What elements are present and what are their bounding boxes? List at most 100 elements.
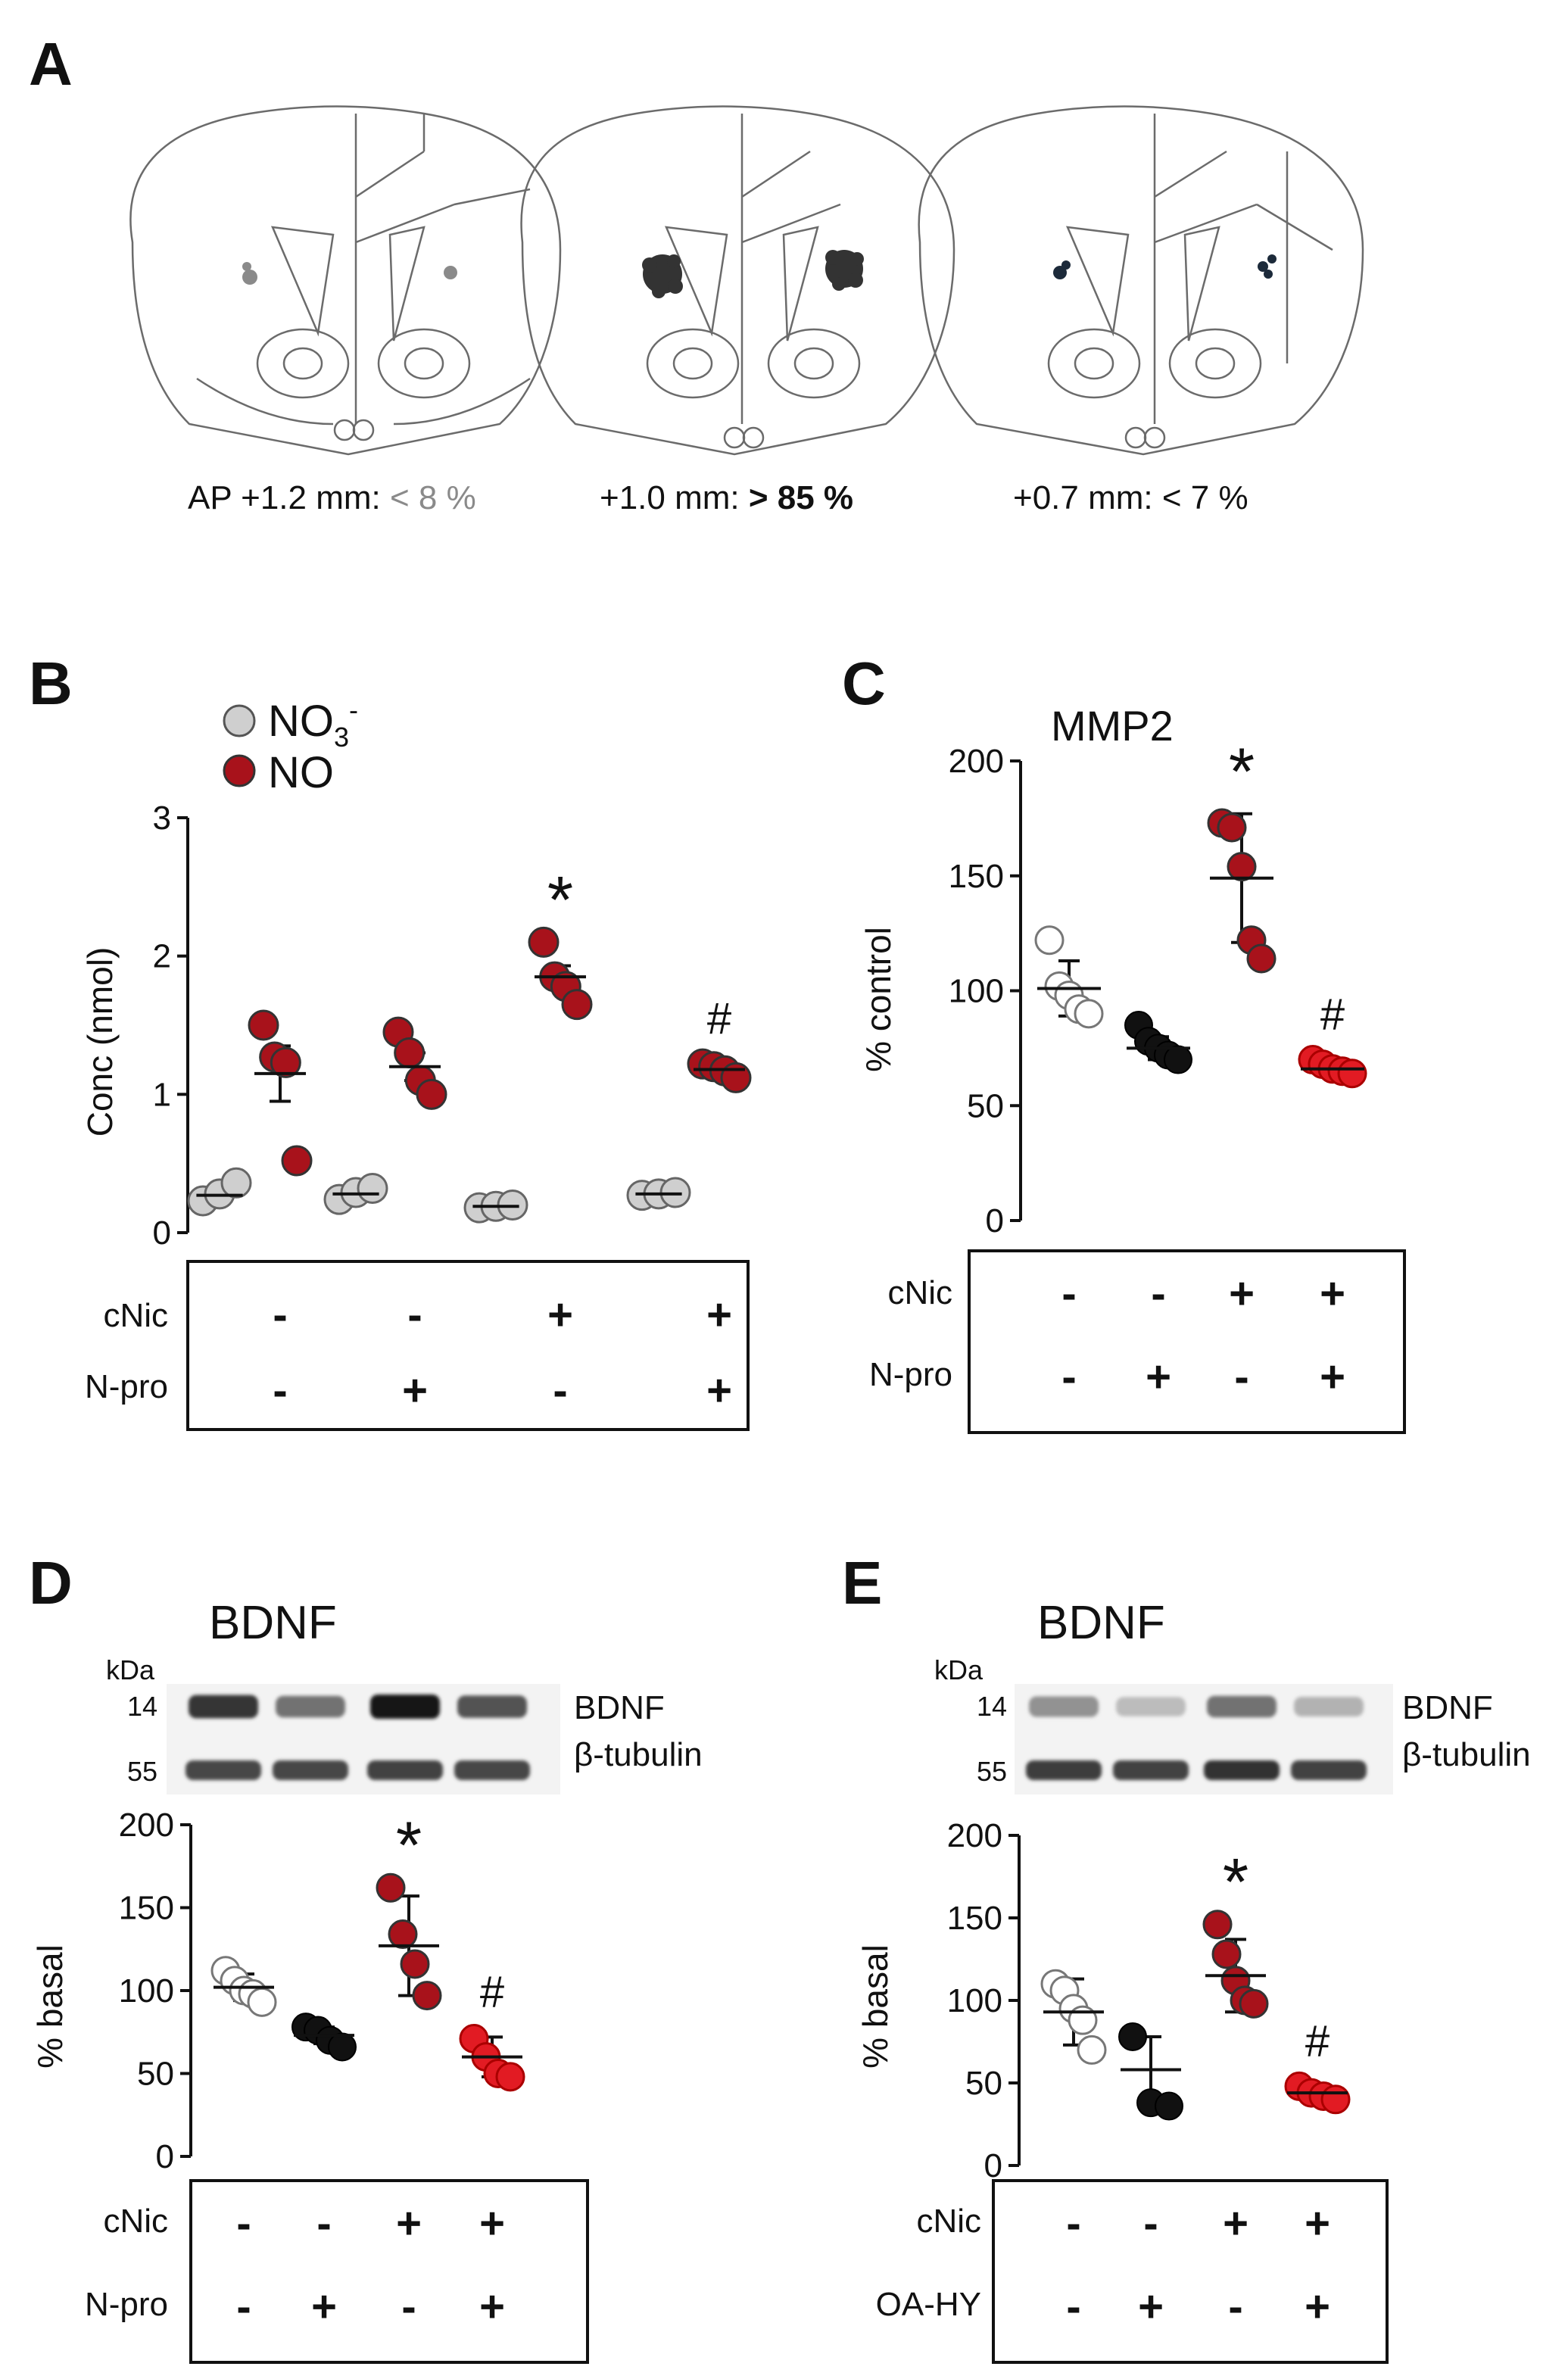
second-treatment-sign: +: [1320, 1352, 1345, 1402]
panel-a: A: [29, 30, 1364, 516]
significance-star: *: [547, 862, 573, 937]
panel-d-label: D: [29, 1549, 73, 1617]
mw-55-label: 55: [977, 1756, 1007, 1787]
section-caption-3: +0.7 mm: < 7 %: [1013, 479, 1248, 516]
y-tick-label: 150: [949, 858, 1004, 895]
band-label-bdnf: BDNF: [1402, 1689, 1493, 1726]
data-point: [376, 1872, 406, 1903]
second-treatment-sign: +: [1305, 2282, 1330, 2331]
injection-site-right-3: [1258, 254, 1277, 279]
significance-hash: #: [1305, 2016, 1330, 2066]
bdnf-band: [276, 1695, 345, 1718]
treatment-signs-b: - - + + - + - +: [273, 1290, 732, 1415]
bdnf-band: [370, 1695, 440, 1719]
second-treatment-sign: -: [553, 1366, 567, 1415]
row-label-cnic: cNic: [916, 2203, 981, 2240]
bdnf-band: [1207, 1695, 1277, 1718]
tubulin-band: [1113, 1760, 1189, 1780]
cnic-sign: +: [706, 1290, 732, 1339]
cnic-sign: -: [1066, 2199, 1080, 2248]
cnic-sign: +: [1229, 1269, 1255, 1318]
cnic-sign: -: [316, 2199, 331, 2248]
y-axis-title: % control: [859, 927, 898, 1072]
data-point: [561, 989, 593, 1021]
y-tick-label: 200: [947, 1817, 1002, 1854]
data-point: [1034, 925, 1065, 956]
injection-site-left-1: [242, 270, 257, 285]
data-point: [1217, 812, 1247, 843]
cnic-sign: +: [1305, 2199, 1330, 2248]
injection-site-right-1: [444, 266, 457, 279]
row-label-cnic: cNic: [103, 2203, 168, 2240]
treatment-table-b: [186, 1260, 750, 1431]
data-point: [1337, 1059, 1367, 1089]
plot-b: 0 1 2 3 * #: [153, 800, 752, 1252]
treatment-table-d: [189, 2179, 589, 2364]
cnic-sign: -: [273, 1290, 287, 1339]
brain-section-3: [918, 105, 1364, 456]
y-tick-label: 50: [965, 2065, 1002, 2102]
y-tick-label: 3: [153, 800, 171, 837]
plot-e: 0 50 100 150 200 * #: [947, 1817, 1351, 2184]
y-tick-label: 1: [153, 1076, 171, 1113]
y-tick-label: 200: [949, 743, 1004, 780]
tubulin-band: [1291, 1760, 1367, 1780]
data-point: [220, 1167, 252, 1199]
injection-site-right-2: [825, 250, 864, 291]
y-tick-label: 0: [984, 2147, 1002, 2184]
row-label-npro: N-pro: [869, 1356, 952, 1393]
data-point: [495, 2062, 525, 2092]
panel-c-label: C: [842, 650, 886, 717]
bdnf-band: [1116, 1697, 1186, 1716]
brain-section-1: [129, 105, 562, 456]
cnic-sign: -: [236, 2199, 251, 2248]
second-treatment-sign: -: [1066, 2282, 1080, 2331]
second-treatment-sign: -: [273, 1366, 287, 1415]
data-point: [248, 1009, 279, 1041]
y-axis-title: Conc (nmol): [80, 947, 120, 1137]
data-point: [416, 1078, 447, 1110]
row-label-npro: N-pro: [85, 1368, 168, 1405]
panel-e: E BDNF kDa 14 55 BDNF β-tubulin % basal …: [842, 1549, 1531, 2364]
bdnf-band: [189, 1695, 258, 1719]
second-treatment-sign: +: [1146, 1352, 1171, 1402]
data-point: [412, 1981, 442, 2011]
second-treatment-sign: -: [1234, 1352, 1248, 1402]
second-treatment-sign: +: [706, 1366, 732, 1415]
mw-14-label: 14: [127, 1691, 157, 1722]
treatment-table-c: [968, 1249, 1406, 1434]
data-point: [1246, 943, 1277, 974]
data-point: [1118, 2022, 1147, 2051]
data-point: [400, 1949, 430, 1979]
kda-label: kDa: [106, 1654, 155, 1685]
second-treatment-sign: +: [1138, 2282, 1164, 2331]
row-label-npro: N-pro: [85, 2286, 168, 2323]
y-tick-label: 100: [947, 1982, 1002, 2019]
y-tick-label: 0: [153, 1214, 171, 1252]
mw-55-label: 55: [127, 1756, 157, 1787]
second-treatment-sign: +: [402, 1366, 428, 1415]
row-label-oahy: OA-HY: [876, 2286, 981, 2323]
band-label-tubulin: β-tubulin: [574, 1736, 703, 1773]
second-treatment-sign: -: [1228, 2282, 1242, 2331]
data-point: [1239, 1988, 1269, 2019]
treatment-table-e: [992, 2179, 1389, 2364]
data-point: [1320, 2084, 1351, 2115]
cnic-sign: -: [1151, 1269, 1165, 1318]
kda-label: kDa: [934, 1654, 984, 1685]
legend-marker-no: [223, 754, 256, 787]
tubulin-band: [185, 1760, 261, 1780]
data-point: [1211, 1939, 1242, 1969]
y-tick-label: 100: [949, 973, 1004, 1010]
significance-star: *: [1229, 734, 1255, 809]
cnic-sign: +: [547, 1290, 573, 1339]
y-tick-label: 100: [119, 1972, 174, 2010]
treatment-signs-d: - - + + - + - +: [236, 2199, 505, 2331]
plot-c: 0 50 100 150 200 * #: [949, 734, 1367, 1239]
injection-site-left-3: [1053, 260, 1071, 279]
chart-title-bdnf: BDNF: [1037, 1597, 1165, 1649]
cnic-sign: -: [407, 1290, 422, 1339]
cnic-sign: +: [479, 2199, 505, 2248]
second-treatment-sign: -: [236, 2282, 251, 2331]
